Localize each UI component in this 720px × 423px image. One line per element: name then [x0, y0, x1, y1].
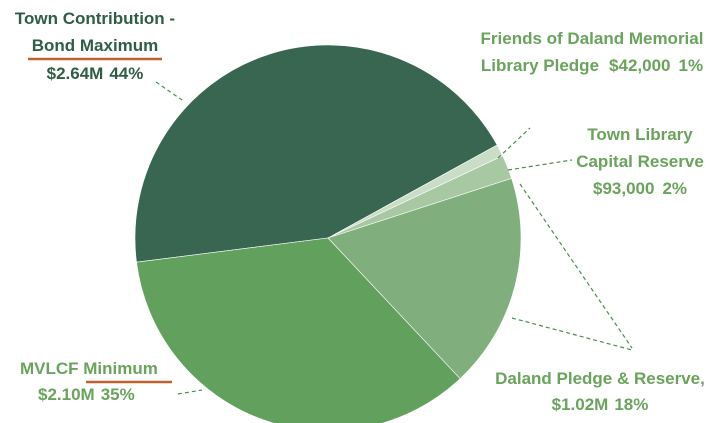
label-line: Town Library: [587, 125, 693, 144]
slice: [136, 237, 461, 423]
slice: [327, 177, 522, 380]
percent: 2%: [662, 179, 687, 198]
leader-line: [519, 183, 633, 349]
value-label: $2.64M 44%: [47, 64, 144, 83]
value-label: $93,000 2%: [593, 179, 687, 198]
label-line: Bond Maximum: [32, 36, 159, 55]
percent: 18%: [614, 395, 648, 414]
slice-label: Friends of Daland Memorial: [481, 29, 704, 48]
slice-label: MVLCF Minimum: [20, 359, 158, 378]
label-line: Daland Pledge & Reserve,: [495, 369, 705, 388]
percent: 44%: [109, 64, 143, 83]
percent: 1%: [678, 56, 703, 75]
label-line: MVLCF Minimum: [20, 359, 158, 378]
slice-label: Library Pledge $42,000 1%: [481, 56, 703, 75]
value-label: $1.02M 18%: [552, 395, 649, 414]
amount: $1.02M: [552, 395, 609, 414]
amount: $93,000: [593, 179, 654, 198]
pie: [134, 44, 522, 423]
amount: $2.10M: [38, 385, 95, 404]
leader-line: [507, 159, 573, 171]
value-label: $2.10M 35%: [38, 385, 135, 404]
slice-label: Daland Pledge & Reserve,: [495, 369, 705, 388]
slice-label: Town Contribution -: [15, 9, 175, 28]
percent: 35%: [101, 385, 135, 404]
label-line: Town Contribution -: [15, 9, 175, 28]
slice-label: Bond Maximum: [32, 36, 159, 55]
slice: [134, 44, 498, 263]
label-line: Library Pledge: [481, 56, 599, 75]
leader-line: [497, 127, 531, 159]
slice-label: Town Library: [587, 125, 693, 144]
amount: $42,000: [609, 56, 670, 75]
leader-line: [511, 317, 633, 351]
amount: $2.64M: [47, 64, 104, 83]
leader-line: [155, 81, 183, 101]
label-line: Capital Reserve: [576, 152, 704, 171]
label-line: Friends of Daland Memorial: [481, 29, 704, 48]
leader-line: [177, 389, 203, 395]
slice-label: Capital Reserve: [576, 152, 704, 171]
